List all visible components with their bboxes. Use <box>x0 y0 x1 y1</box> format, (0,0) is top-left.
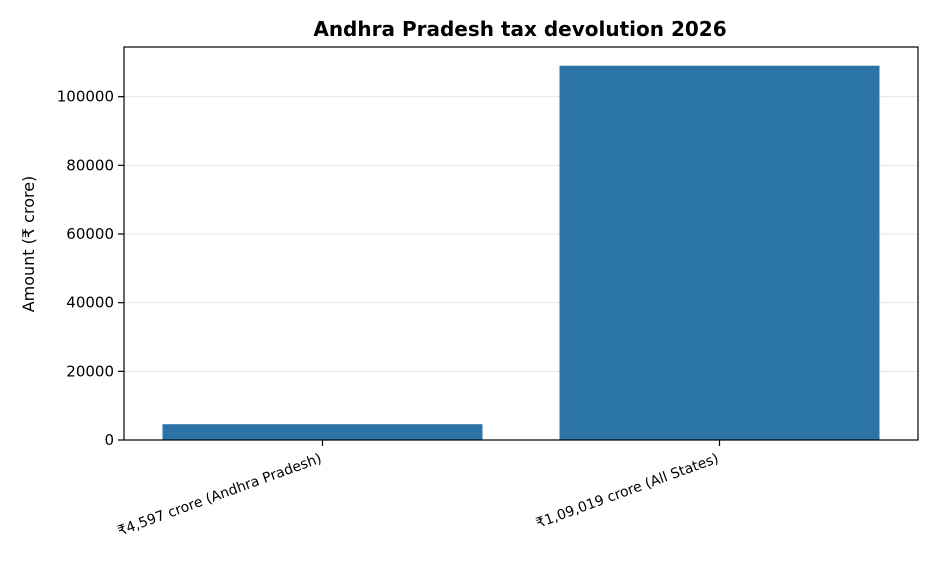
plot-frame <box>123 46 919 441</box>
y-tick-label-4: 80000 <box>66 156 114 174</box>
chart-title: Andhra Pradesh tax devolution 2026 <box>313 17 726 41</box>
y-axis-label: Amount (₹ crore) <box>19 176 38 313</box>
y-tick-label-1: 20000 <box>66 362 114 380</box>
y-axis-ticks: 0 20000 40000 60000 80000 100000 <box>57 88 124 449</box>
y-tick-label-2: 40000 <box>66 294 114 312</box>
y-tick-label-3: 60000 <box>66 225 114 243</box>
y-tick-label-0: 0 <box>104 431 114 449</box>
y-tick-label-5: 100000 <box>57 88 114 106</box>
bars <box>162 65 880 440</box>
bar-1 <box>559 65 880 440</box>
bar-0 <box>162 424 483 440</box>
